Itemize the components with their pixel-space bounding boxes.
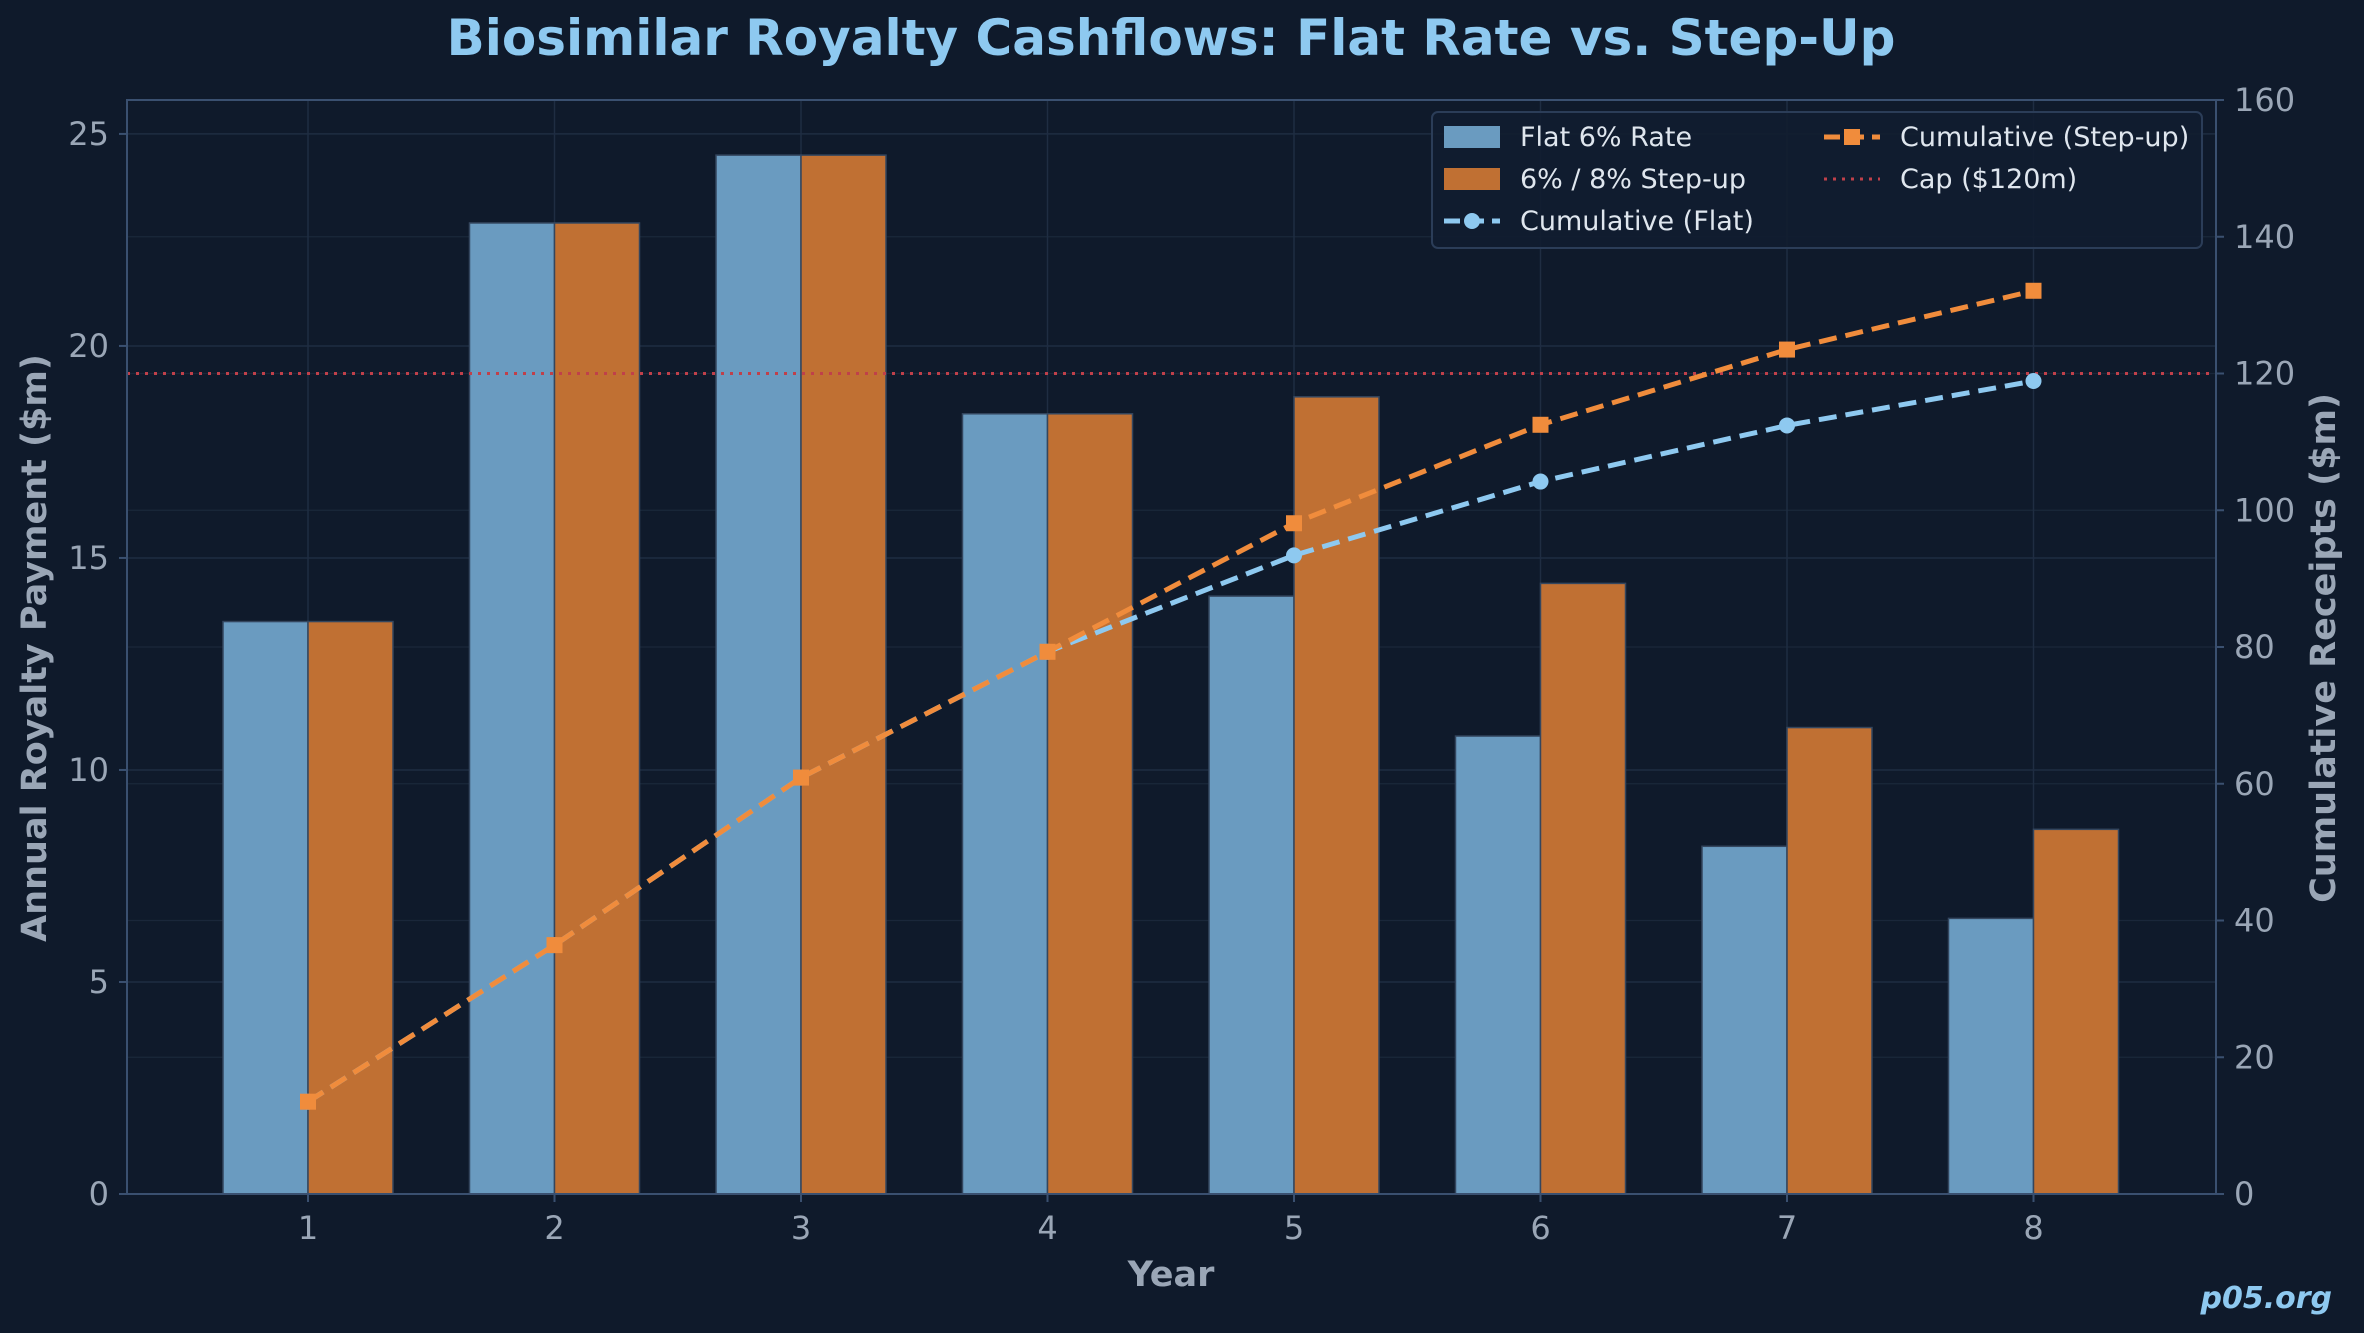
x-axis-label: Year <box>1127 1255 1215 1295</box>
bar-stepup-year-3 <box>800 154 887 1195</box>
marker-cumulative-flat-year-8 <box>2025 373 2042 390</box>
bar-flat-year-5 <box>1208 595 1295 1195</box>
legend-label-flat-bar: Flat 6% Rate <box>1520 122 1692 153</box>
bar-flat-year-4 <box>961 413 1049 1195</box>
marker-cumulative-flat-year-7 <box>1779 417 1795 434</box>
y2-tick-label: 140 <box>2234 218 2295 256</box>
x-tick-label: 7 <box>1777 1209 1797 1247</box>
legend-marker-cumulative-stepup <box>1844 129 1860 145</box>
marker-cumulative-stepup-year-4 <box>1039 643 1056 660</box>
bar-flat-year-2 <box>468 222 556 1195</box>
bars-layer <box>222 154 2120 1195</box>
bar-stepup-year-8 <box>2032 828 2120 1195</box>
y-tick-label: 0 <box>89 1175 109 1213</box>
watermark: p05.org <box>2200 1281 2333 1316</box>
bar-stepup-year-1 <box>307 620 394 1195</box>
y-tick-label: 25 <box>68 115 109 153</box>
y2-tick-label: 40 <box>2234 902 2275 940</box>
marker-cumulative-stepup-year-7 <box>1779 341 1795 358</box>
y-tick-label: 20 <box>68 327 109 365</box>
bar-stepup-year-2 <box>553 222 641 1195</box>
y-axis-label: Annual Royalty Payment ($m) <box>15 354 55 942</box>
y2-tick-label: 120 <box>2234 355 2295 393</box>
marker-cumulative-flat-year-5 <box>1286 547 1302 564</box>
marker-cumulative-stepup-year-8 <box>2025 282 2042 299</box>
marker-cumulative-stepup-year-5 <box>1286 515 1302 532</box>
bar-flat-year-6 <box>1454 735 1542 1195</box>
y-tick-label: 10 <box>68 751 109 789</box>
bar-stepup-year-6 <box>1539 582 1627 1195</box>
bar-stepup-year-4 <box>1046 413 1134 1195</box>
x-tick-label: 5 <box>1284 1209 1304 1247</box>
y2-tick-label: 0 <box>2234 1175 2254 1213</box>
bar-flat-year-1 <box>222 620 309 1195</box>
bar-flat-year-3 <box>715 154 802 1195</box>
legend-swatch-stepup-bar <box>1444 168 1500 190</box>
legend-label-cumulative-stepup: Cumulative (Step-up) <box>1900 122 2189 153</box>
line-cumulative-stepup <box>306 288 2035 1104</box>
legend-label-cap: Cap ($120m) <box>1900 164 2077 195</box>
y2-tick-label: 100 <box>2234 491 2295 529</box>
legend-swatch-flat-bar <box>1444 126 1500 148</box>
bar-flat-year-7 <box>1701 845 1788 1195</box>
legend-label-stepup-bar: 6% / 8% Step-up <box>1520 164 1746 195</box>
y2-tick-label: 20 <box>2234 1038 2275 1076</box>
marker-cumulative-stepup-year-2 <box>546 937 563 954</box>
legend: Flat 6% Rate 6% / 8% Step-up Cumulative (F… <box>1431 111 2203 249</box>
x-tick-label: 1 <box>298 1209 318 1247</box>
legend-label-cumulative-flat: Cumulative (Flat) <box>1520 206 1754 237</box>
bar-stepup-year-7 <box>1786 726 1873 1195</box>
x-tick-label: 6 <box>1530 1209 1550 1247</box>
chart-title: Biosimilar Royalty Cashflows: Flat Rate … <box>447 9 1896 67</box>
legend-box <box>1431 111 2203 249</box>
x-tick-label: 2 <box>544 1209 564 1247</box>
marker-cumulative-stepup-year-6 <box>1532 416 1549 433</box>
bar-stepup-year-5 <box>1293 396 1380 1195</box>
marker-cumulative-flat-year-6 <box>1532 473 1549 490</box>
legend-marker-cumulative-flat <box>1464 213 1480 229</box>
y2-axis-label: Cumulative Receipts ($m) <box>2304 393 2344 903</box>
lines-layer <box>300 282 2042 1110</box>
y2-tick-label: 160 <box>2234 81 2295 119</box>
bar-flat-year-8 <box>1947 917 2035 1195</box>
marker-cumulative-stepup-year-1 <box>300 1093 316 1110</box>
y2-tick-label: 60 <box>2234 765 2275 803</box>
y2-tick-label: 80 <box>2234 628 2275 666</box>
x-tick-label: 3 <box>791 1209 811 1247</box>
y-tick-label: 15 <box>68 539 109 577</box>
x-tick-label: 8 <box>2023 1209 2043 1247</box>
x-tick-label: 4 <box>1037 1209 1057 1247</box>
y-tick-label: 5 <box>89 963 109 1001</box>
marker-cumulative-stepup-year-3 <box>793 769 809 786</box>
